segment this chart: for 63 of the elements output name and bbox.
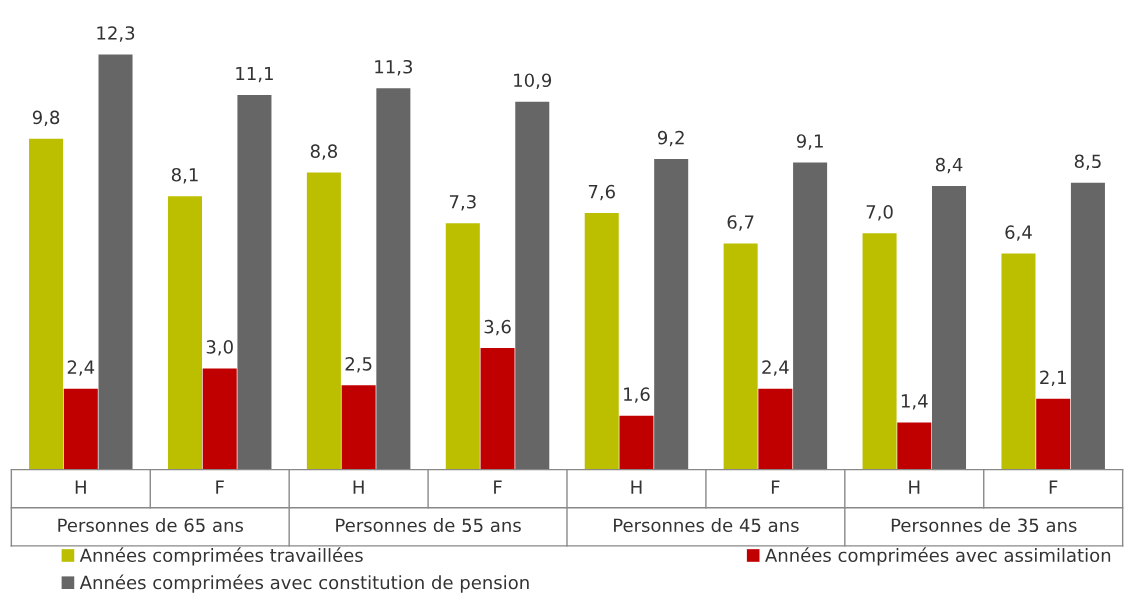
bar [723, 243, 758, 470]
bar [202, 368, 237, 470]
bar [515, 101, 550, 470]
text: Personnes de 35 ans [891, 518, 1077, 533]
data-label: 11,1 [236, 66, 273, 83]
data-label: 2,4 [762, 360, 789, 376]
bar [793, 162, 828, 470]
data-label: 8,5 [1074, 154, 1101, 170]
data-label: 2,5 [345, 356, 372, 373]
x-tick-label: H [353, 480, 364, 494]
bar [1001, 253, 1036, 470]
bar [167, 196, 202, 470]
data-label: 9,1 [796, 134, 823, 150]
legend-label: Années comprimées avec assimilation [765, 547, 1111, 566]
data-label: 7,0 [866, 205, 893, 221]
bar [29, 138, 64, 470]
bar [619, 415, 654, 470]
x-tick-label: F [216, 480, 224, 494]
legend-label: Années comprimées avec constitution de pension [79, 574, 529, 593]
text: Personnes de 55 ans [336, 518, 521, 533]
data-label: 3,0 [206, 340, 233, 356]
bar [341, 385, 376, 470]
bar [237, 94, 272, 470]
bar [584, 213, 619, 470]
x-tick-label: F [771, 480, 780, 494]
legend-label: Années comprimées travaillées [79, 547, 363, 566]
bar [654, 159, 689, 470]
bar [758, 388, 793, 470]
x-tick-label: F [1049, 480, 1058, 494]
bar [1036, 398, 1071, 470]
x-tick-label: H [75, 480, 86, 494]
data-label: 2,1 [1040, 370, 1066, 386]
data-label: 7,3 [449, 194, 476, 211]
x-tick-label: H [909, 480, 920, 494]
data-label: 8,1 [171, 167, 198, 184]
data-label: 9,2 [657, 130, 684, 147]
data-label: 12,3 [97, 26, 135, 42]
data-label: 7,6 [588, 184, 615, 201]
text: Personnes de 65 ans [58, 518, 244, 533]
data-label: 1,4 [901, 394, 928, 410]
data-label: 1,6 [624, 387, 650, 403]
bar [306, 172, 341, 470]
x-tick-label: H [631, 480, 642, 494]
data-label: 11,3 [375, 59, 413, 76]
bar [98, 54, 133, 470]
x-tick-label: F [494, 480, 502, 494]
data-label: 10,9 [514, 73, 552, 89]
bar [862, 233, 897, 470]
data-label: 6,4 [1005, 225, 1032, 241]
data-label: 8,8 [310, 144, 338, 160]
text: Personnes de 45 ans [614, 518, 799, 533]
data-label: 8,4 [935, 157, 963, 174]
bar [445, 223, 480, 470]
data-label: 6,7 [727, 215, 754, 231]
bar [480, 348, 515, 470]
data-label: 2,4 [67, 360, 95, 376]
bar [1070, 182, 1105, 470]
bar [376, 88, 411, 470]
bar [897, 422, 932, 470]
bar [932, 186, 967, 470]
data-label: 9,8 [32, 110, 60, 127]
data-label: 3,6 [484, 319, 511, 336]
bar [63, 388, 98, 470]
